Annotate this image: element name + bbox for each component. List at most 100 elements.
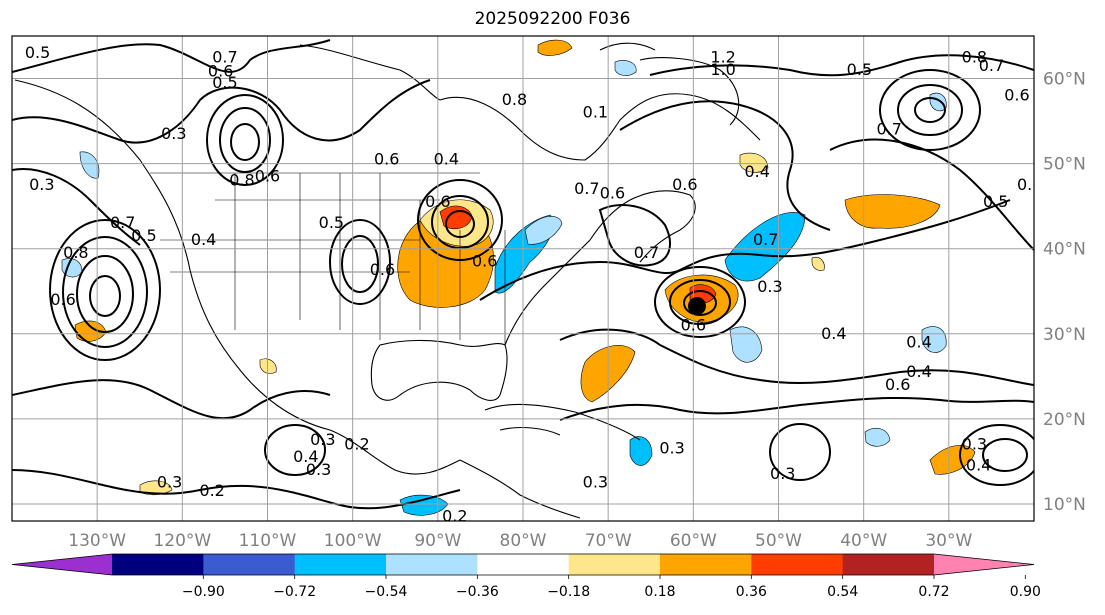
latitude-tick-label: 10°N (1043, 495, 1086, 515)
contour-value-label: 0.7 (212, 47, 237, 66)
contour-value-label: 0.7 (574, 179, 599, 198)
contour-value-label: 0.4 (821, 324, 846, 343)
map-title: 2025092200 F036 (474, 9, 631, 29)
latitude-tick-label: 40°N (1043, 240, 1086, 260)
contour-value-label: 0.3 (962, 434, 987, 453)
longitude-tick-label: 110°W (239, 531, 297, 551)
contour-value-label: 0.8 (229, 171, 254, 190)
contour-value-label: 1.0 (710, 60, 735, 79)
longitude-tick-label: 80°W (500, 531, 547, 551)
contour-value-label: 0.3 (659, 439, 684, 458)
longitude-labels: 130°W 120°W 110°W 100°W 90°W 80°W 70°W 60°W 50°W… (68, 531, 972, 551)
contour-value-label: 0.8 (502, 90, 527, 109)
contour-value-label: 0.3 (583, 473, 608, 492)
colorbar-tick-label: 0.18 (644, 584, 675, 600)
contour-value-label: 0.4 (744, 162, 769, 181)
contour-value-label: 0.6 (50, 290, 75, 309)
contour-value-label: 0.5 (212, 73, 237, 92)
contour-value-label: 0.6 (672, 175, 697, 194)
contour-value-label: 0.2 (199, 481, 224, 500)
map-frame (11, 35, 1035, 522)
colorbar-extend-low (12, 554, 112, 575)
colorbar-outline (11, 553, 1035, 576)
cyclone-center-marker (688, 297, 706, 315)
contour-value-label: 0.6 (208, 62, 233, 81)
contour-value-label: 0.8 (962, 47, 987, 66)
contour-value-label: 0.8 (63, 243, 88, 262)
longitude-tick-label: 60°W (670, 531, 717, 551)
contour-value-label: 0.2 (344, 434, 369, 453)
colorbar-tick-label: −0.36 (456, 584, 499, 600)
colorbar: −0.90 −0.72 −0.54 −0.36 −0.18 0.18 0.36 0.54 0.7… (11, 553, 1041, 600)
contour-value-label: 0.3 (310, 430, 335, 449)
contour-value-label: 0.5 (131, 226, 156, 245)
colorbar-segment (568, 554, 661, 575)
contour-value-label: 0.4 (434, 149, 459, 168)
colorbar-segment (751, 554, 844, 575)
contour-value-label: 0.5 (319, 213, 344, 232)
contour-value-label: 0.4 (906, 362, 931, 381)
contour-value-label: 0.3 (29, 175, 54, 194)
colorbar-tick-label: −0.54 (365, 584, 408, 600)
contour-value-label: 0.6 (374, 149, 399, 168)
colorbar-segment (660, 554, 752, 575)
contour-value-label: 0.5 (983, 192, 1008, 211)
colorbar-segment (842, 554, 935, 575)
longitude-tick-label: 40°W (840, 531, 887, 551)
latitude-tick-label: 50°N (1043, 155, 1086, 175)
contour-value-label: 0.3 (757, 277, 782, 296)
contour-value-label: 0.6 (1004, 86, 1029, 105)
contour-value-label: 0.7 (634, 243, 659, 262)
colorbar-tick-label: −0.18 (547, 584, 590, 600)
colorbar-tick-label: −0.90 (182, 584, 225, 600)
contour-value-label: 0.7 (876, 120, 901, 139)
contour-value-label: 0.6 (425, 192, 450, 211)
contour-value-label: 0.3 (161, 124, 186, 143)
contour-value-label: 0.6 (1017, 175, 1042, 194)
longitude-tick-label: 70°W (585, 531, 632, 551)
contour-value-label: 0.7 (979, 56, 1004, 75)
longitude-tick-label: 130°W (68, 531, 126, 551)
contour-value-label: 0.4 (293, 447, 318, 466)
coastline-layer (14, 42, 761, 519)
latitude-tick-label: 30°N (1043, 325, 1086, 345)
contour-value-label: 0.3 (306, 460, 331, 479)
contour-value-label: 0.7 (753, 230, 778, 249)
contour-value-label: 0.1 (583, 103, 608, 122)
contour-value-label: 0.6 (885, 375, 910, 394)
colorbar-tick-label: 0.54 (827, 584, 858, 600)
contour-value-label: 0.6 (472, 251, 497, 270)
contour-value-label: 0.5 (25, 43, 50, 62)
contour-value-label: 0.6 (370, 260, 395, 279)
contour-value-label: 1.2 (710, 47, 735, 66)
colorbar-tick-label: 0.72 (918, 584, 949, 600)
colorbar-segment (203, 554, 296, 575)
colorbar-segment (294, 554, 387, 575)
colorbar-tick-label: −0.72 (273, 584, 316, 600)
graticule (12, 36, 1034, 521)
longitude-tick-label: 120°W (153, 531, 211, 551)
longitude-tick-label: 100°W (324, 531, 382, 551)
longitude-tick-label: 90°W (414, 531, 461, 551)
contour-lines (12, 39, 1034, 510)
contour-value-label: 0.4 (906, 332, 931, 351)
longitude-tick-label: 50°W (755, 531, 802, 551)
shading-layer (61, 39, 976, 516)
latitude-labels: 60°N 50°N 40°N 30°N 20°N 10°N (1043, 70, 1086, 515)
contour-value-label: 0.5 (847, 60, 872, 79)
contour-value-label: 0.7 (110, 213, 135, 232)
latitude-tick-label: 20°N (1043, 410, 1086, 430)
contour-value-label: 0.6 (600, 183, 625, 202)
longitude-tick-label: 30°W (925, 531, 972, 551)
colorbar-segment (477, 554, 570, 575)
colorbar-tick-label: 0.90 (1010, 584, 1041, 600)
colorbar-segment (386, 554, 478, 575)
contour-value-label: 0.3 (157, 473, 182, 492)
contour-value-label: 0.4 (191, 230, 216, 249)
colorbar-extend-high (934, 554, 1034, 575)
contour-value-label: 0.6 (255, 166, 280, 185)
contour-value-label: 0.4 (966, 456, 991, 475)
contour-value-label: 0.3 (770, 464, 795, 483)
contour-labels: 0.5 0.70.60.50.30.3 0.8 0.60.6 0.40.50.70.40… (25, 43, 1042, 521)
